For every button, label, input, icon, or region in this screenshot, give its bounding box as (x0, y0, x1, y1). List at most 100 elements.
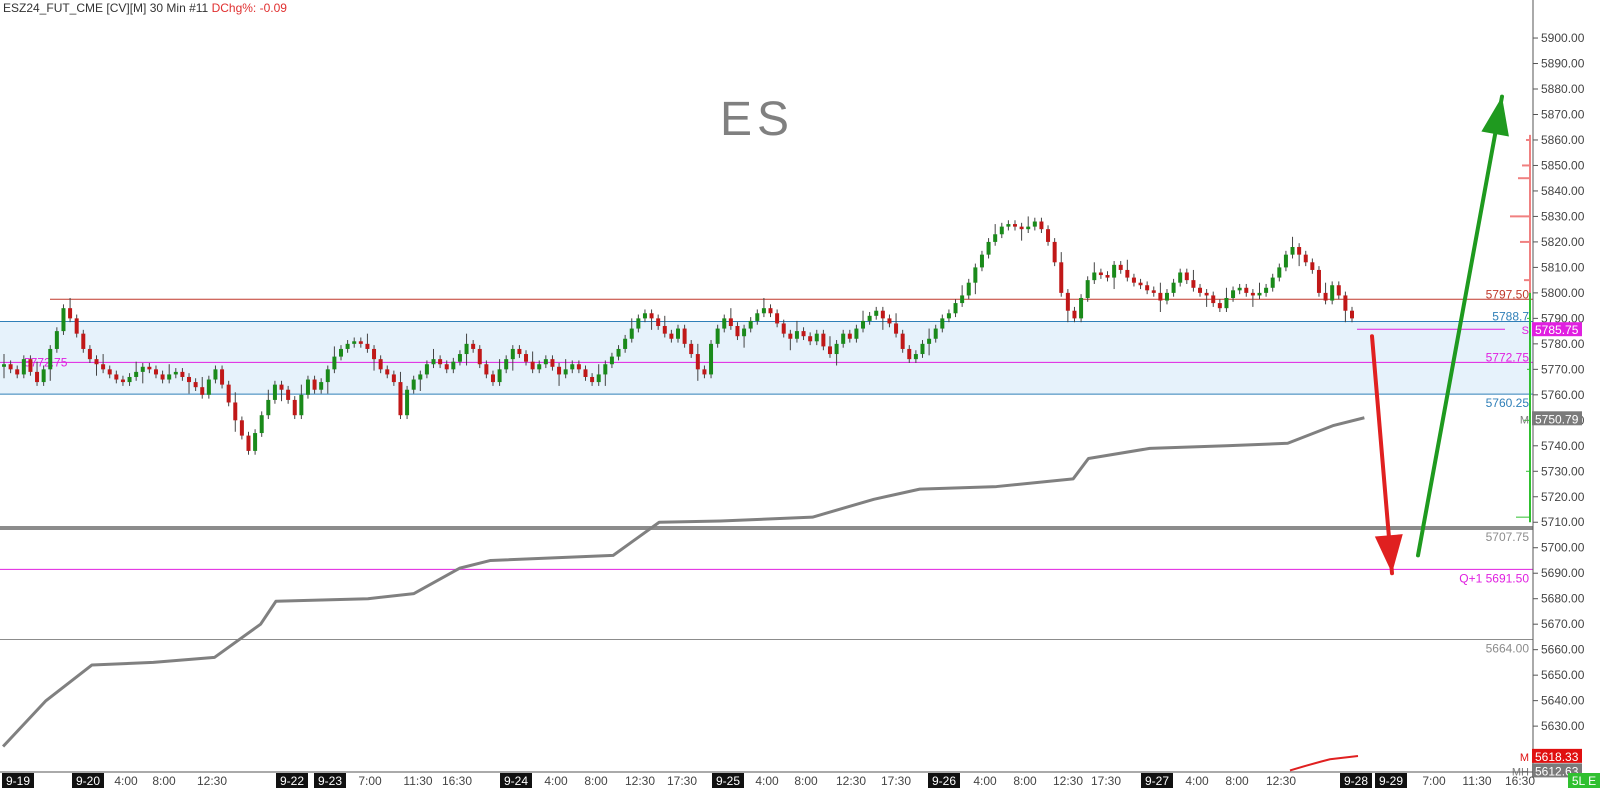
time-label-text: 12:30 (836, 774, 866, 788)
time-label-bg (1141, 773, 1173, 788)
time-label-bg (928, 773, 960, 788)
candle (220, 365, 225, 389)
candle-body (695, 354, 700, 370)
time-label: 17:30 (1091, 774, 1121, 788)
candle-body (385, 369, 390, 375)
candle-body (332, 356, 337, 370)
candle-body (1270, 277, 1275, 288)
candle (114, 370, 119, 384)
candle (1336, 281, 1341, 300)
candle (880, 306, 885, 330)
candle (140, 362, 145, 384)
down-arrow-shaft (1370, 334, 1394, 576)
candle (1032, 217, 1037, 231)
candle-body (1250, 292, 1255, 296)
candle (979, 250, 984, 272)
candle (15, 365, 20, 379)
candle-body (1026, 226, 1031, 230)
candle-body (649, 313, 654, 319)
candle (378, 355, 383, 374)
candle-body (993, 234, 998, 242)
candle-body (167, 374, 172, 380)
candle-body (801, 331, 806, 337)
candle (54, 327, 59, 353)
candle (755, 309, 760, 325)
candle-body (266, 399, 271, 416)
candle-body (861, 320, 866, 329)
candle-body (444, 364, 449, 370)
candle-body (1145, 285, 1150, 291)
candle-body (616, 348, 621, 357)
candle (920, 340, 925, 358)
candle-body (147, 366, 152, 370)
time-label-text: 12:30 (1266, 774, 1296, 788)
price-tag-bg (1532, 322, 1582, 337)
candle-body (424, 364, 429, 375)
candle (927, 328, 932, 356)
time-label-bg (1568, 773, 1600, 788)
candle-body (272, 384, 277, 400)
candle (933, 324, 938, 343)
candle (510, 345, 515, 371)
candle-body (239, 420, 244, 436)
candle-body (1198, 287, 1203, 293)
candle (1178, 268, 1183, 287)
candle-body (180, 371, 185, 377)
candle (424, 360, 429, 379)
time-label-text: 4:00 (973, 774, 997, 788)
value-area-band (0, 321, 1533, 395)
candle-body (1171, 282, 1176, 293)
candle (543, 355, 548, 369)
time-label-bg (314, 773, 346, 788)
candle-body (1224, 297, 1229, 309)
time-label-bg (500, 773, 532, 788)
candle (438, 355, 443, 369)
candle-body (438, 359, 443, 365)
candle-body (1085, 280, 1090, 298)
candle (709, 340, 714, 379)
candle (1184, 268, 1189, 284)
candle (226, 380, 231, 407)
candle-body (187, 376, 192, 383)
candle (676, 324, 680, 343)
candle-body (153, 369, 158, 375)
time-label: 12:30 (625, 774, 655, 788)
candle-body (656, 318, 661, 327)
candle-body (391, 374, 396, 383)
level-label-magenta-mid: 5772.75 (1486, 350, 1530, 364)
candle (160, 370, 165, 384)
candle-body (576, 364, 581, 370)
candle-body (1072, 310, 1077, 319)
candle-body (761, 308, 766, 314)
candle-body (1283, 254, 1288, 268)
candle (490, 370, 495, 386)
candle-body (1310, 262, 1315, 270)
price-tick-label: 5830.00 (1541, 209, 1585, 223)
candle-body (748, 320, 753, 329)
candle-body (768, 308, 773, 314)
change-label: DChg%: (211, 1, 257, 15)
candle-body (1039, 221, 1044, 230)
candle-body (299, 394, 304, 416)
candle-body (352, 341, 357, 344)
candle (821, 329, 826, 351)
candle (695, 343, 700, 381)
price-tick-label: 5770.00 (1541, 362, 1585, 376)
time-label-text: 16:30 (1505, 774, 1535, 788)
price-tick-label: 5820.00 (1541, 235, 1585, 249)
time-label: 8:00 (1013, 774, 1037, 788)
price-tick-label: 5700.00 (1541, 541, 1585, 555)
candle-body (1264, 287, 1269, 293)
candle (87, 345, 92, 363)
time-label: 12:30 (197, 774, 227, 788)
candle-body (120, 379, 125, 383)
price-tag-text: 5785.75 (1535, 323, 1579, 337)
candle (761, 297, 766, 318)
candle-body (973, 267, 978, 283)
candle-body (398, 382, 403, 416)
candle-body (206, 379, 211, 395)
price-tick-label: 5720.00 (1541, 490, 1585, 504)
candle (1026, 216, 1031, 233)
candle-body (517, 348, 522, 355)
